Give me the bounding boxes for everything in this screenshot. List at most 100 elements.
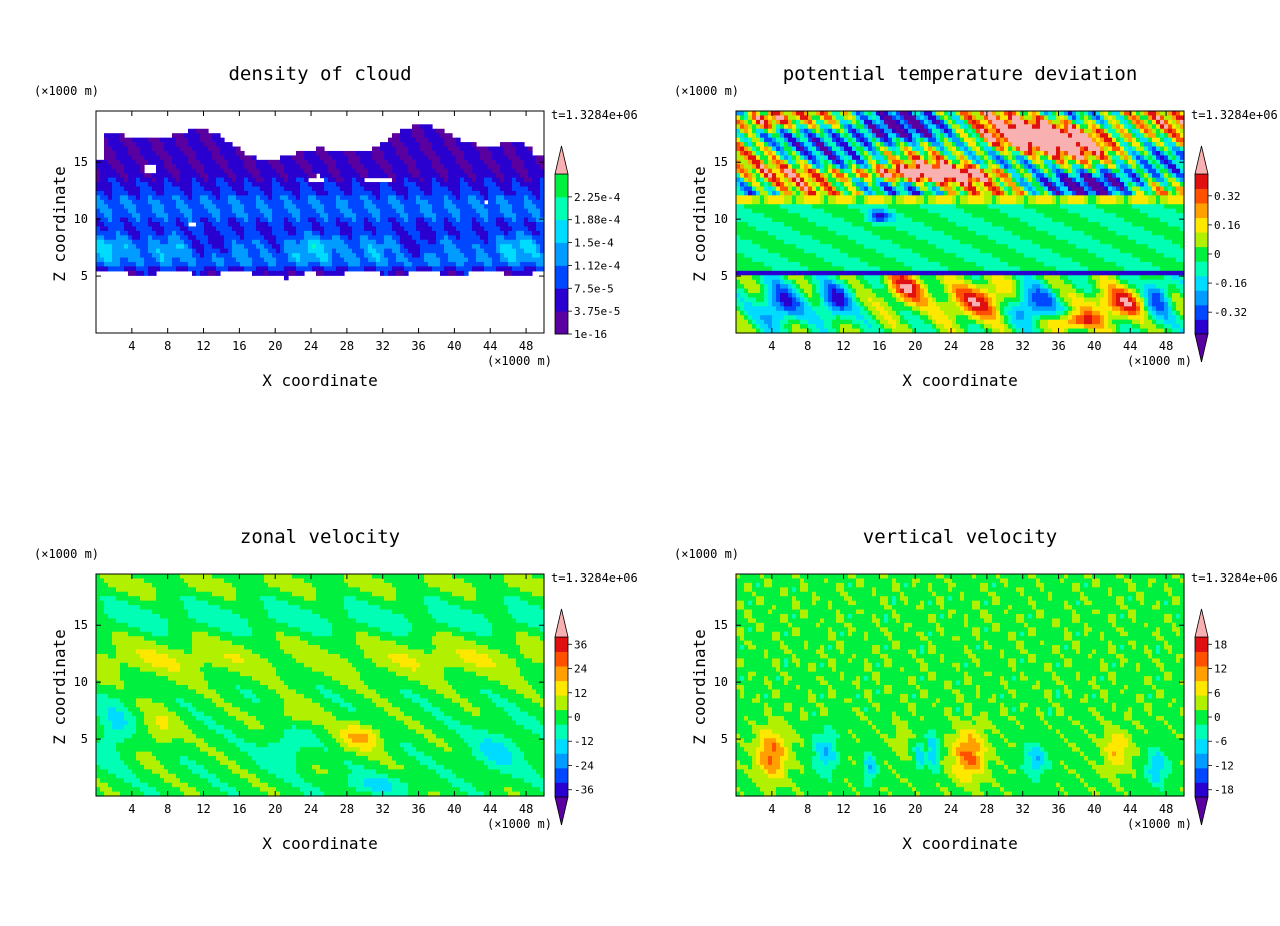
heatmap-cell	[1128, 128, 1133, 134]
heatmap-cell	[224, 578, 265, 584]
heatmap-cell	[288, 257, 297, 263]
heatmap-cell	[124, 168, 141, 174]
heatmap-cell	[436, 689, 457, 695]
heatmap-cell	[208, 195, 217, 201]
heatmap-cell	[532, 213, 541, 219]
heatmap-cell	[804, 306, 813, 312]
heatmap-cell	[1076, 119, 1081, 125]
heatmap-cell	[236, 685, 241, 691]
heatmap-cell	[232, 640, 281, 646]
heatmap-cell	[200, 182, 217, 188]
heatmap-cell	[980, 119, 989, 125]
heatmap-cell	[808, 137, 813, 143]
heatmap-cell	[128, 208, 137, 214]
heatmap-cell	[824, 279, 833, 285]
heatmap-cell	[256, 217, 261, 223]
heatmap-cell	[476, 596, 505, 602]
heatmap-cell	[772, 177, 777, 183]
heatmap-cell	[832, 306, 841, 312]
time-label: t=1.3284e+06	[551, 571, 638, 585]
heatmap-cell	[448, 195, 457, 201]
heatmap-cell	[296, 150, 305, 156]
heatmap-cell	[876, 248, 913, 254]
heatmap-cell	[508, 261, 521, 267]
heatmap-cell	[736, 310, 741, 316]
heatmap-cell	[844, 266, 881, 272]
heatmap-cell	[204, 676, 253, 682]
heatmap-cell	[480, 199, 485, 205]
heatmap-cell	[860, 168, 865, 174]
heatmap-cell	[472, 222, 481, 228]
heatmap-cell	[160, 266, 177, 272]
heatmap-cell	[1016, 177, 1021, 183]
heatmap-cell	[292, 213, 301, 219]
heatmap-cell	[952, 146, 957, 152]
heatmap-cell	[984, 266, 1021, 272]
heatmap-cell	[380, 217, 389, 223]
heatmap-cell	[820, 297, 825, 303]
heatmap-cell	[880, 177, 885, 183]
heatmap-cell	[1032, 190, 1037, 196]
heatmap-cell	[388, 199, 401, 205]
heatmap-cell	[952, 324, 961, 330]
heatmap-cell	[992, 195, 997, 201]
heatmap-cell	[420, 253, 425, 259]
heatmap-cell	[1148, 115, 1153, 121]
heatmap-cell	[784, 115, 789, 121]
heatmap-cell	[972, 155, 977, 161]
heatmap-cell	[1132, 168, 1137, 174]
heatmap-cell	[1032, 177, 1037, 183]
heatmap-cell	[120, 756, 137, 762]
heatmap-cell	[272, 186, 285, 192]
heatmap-cell	[332, 253, 341, 259]
heatmap-cell	[1160, 128, 1165, 134]
heatmap-cell	[776, 155, 781, 161]
heatmap-cell	[536, 239, 545, 245]
heatmap-cell	[1072, 301, 1097, 307]
heatmap-cell	[264, 190, 273, 196]
heatmap-cell	[188, 137, 201, 143]
heatmap-cell	[420, 124, 433, 130]
heatmap-cell	[888, 159, 893, 165]
heatmap-cell	[844, 190, 849, 196]
heatmap-cell	[168, 239, 185, 245]
heatmap-cell	[132, 769, 153, 775]
heatmap-cell	[784, 137, 789, 143]
heatmap-cell	[1088, 111, 1093, 117]
heatmap-cell	[304, 155, 321, 161]
heatmap-cell	[808, 111, 817, 117]
heatmap-cell	[424, 128, 437, 134]
heatmap-cell	[368, 195, 377, 201]
heatmap-cell	[464, 578, 505, 584]
heatmap-cell	[240, 222, 257, 228]
heatmap-cell	[436, 769, 453, 775]
heatmap-cell	[1096, 142, 1101, 148]
heatmap-cell	[264, 605, 301, 611]
heatmap-cell	[236, 239, 253, 245]
heatmap-cell	[516, 658, 533, 664]
heatmap-cell	[784, 324, 793, 330]
heatmap-cell	[864, 306, 869, 312]
heatmap-cell	[968, 190, 973, 196]
heatmap-cell	[824, 297, 829, 303]
heatmap-cell	[932, 226, 969, 232]
heatmap-cell	[108, 195, 113, 201]
heatmap-cell	[960, 168, 969, 174]
heatmap-cell	[196, 222, 205, 228]
heatmap-cell	[532, 658, 545, 664]
heatmap-cell	[776, 284, 781, 290]
heatmap-cell	[740, 182, 745, 188]
heatmap-cell	[1064, 150, 1069, 156]
heatmap-cell	[824, 257, 861, 263]
heatmap-cell	[404, 195, 409, 201]
heatmap-cell	[980, 159, 985, 165]
heatmap-cell	[480, 711, 509, 717]
heatmap-cell	[424, 707, 441, 713]
heatmap-cell	[1120, 137, 1125, 143]
heatmap-cell	[1016, 146, 1021, 152]
heatmap-cell	[744, 288, 749, 294]
heatmap-cell	[384, 270, 389, 276]
heatmap-cell	[428, 582, 473, 588]
heatmap-cell	[524, 195, 529, 201]
heatmap-cell	[344, 177, 353, 183]
